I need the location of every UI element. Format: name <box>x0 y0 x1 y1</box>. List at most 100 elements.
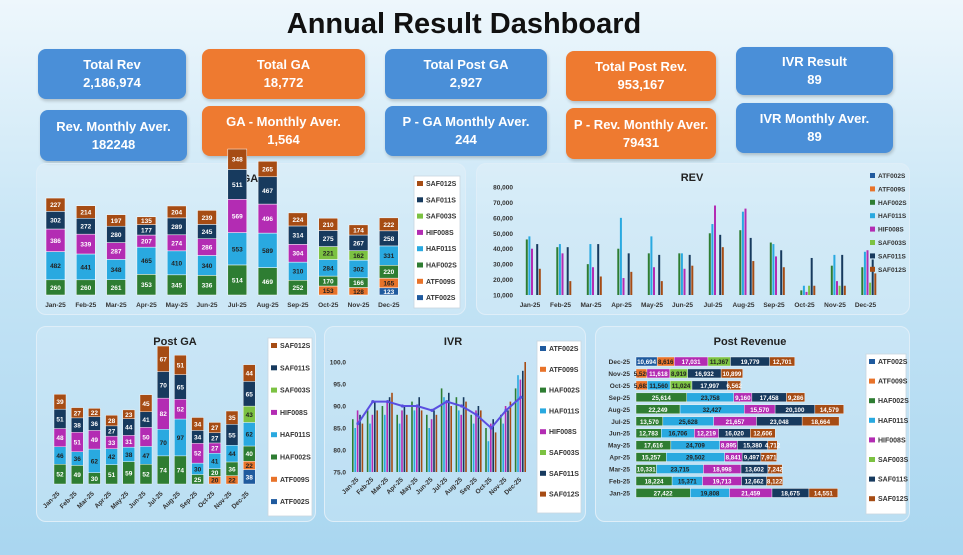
ivr-bar <box>388 397 391 472</box>
post-revenue-data-label: 22,249 <box>649 407 668 414</box>
post-ga-legend-entry: SAF011S <box>280 365 310 372</box>
post-ga-legend-swatch <box>271 343 277 348</box>
ivr-bar <box>485 428 487 472</box>
rev-bar <box>556 247 559 295</box>
ga-data-label: 280 <box>111 232 122 239</box>
post-revenue-y-tick: Dec-25 <box>609 359 631 366</box>
kpi-label: P - GA Monthly Aver. <box>402 114 530 129</box>
ivr-bar <box>356 410 359 472</box>
post-revenue-data-label: 21,657 <box>726 419 745 426</box>
rev-y-tick: 30,000 <box>493 262 513 269</box>
post-ga-data-label: 27 <box>108 428 116 435</box>
post-ga-data-label: 52 <box>142 472 150 479</box>
ivr-bar <box>433 410 435 472</box>
ga-data-label: 166 <box>353 280 364 287</box>
ga-x-tick: Jun-25 <box>197 302 218 309</box>
rev-bar <box>586 264 589 295</box>
ivr-bar <box>494 432 497 472</box>
ivr-bar <box>381 406 384 472</box>
post-ga-x-tick: Feb-25 <box>59 490 79 510</box>
kpi-value: 953,167 <box>617 77 665 92</box>
post-ga-data-label: 36 <box>91 421 99 428</box>
post-revenue-y-tick: Mar-25 <box>609 467 630 474</box>
post-ga-data-label: 67 <box>160 356 168 363</box>
post-revenue-data-label: 12,662 <box>745 479 764 486</box>
kpi-value: 244 <box>455 132 477 147</box>
rev-bar <box>780 250 783 295</box>
ga-data-label: 289 <box>171 224 182 231</box>
ga-bar-segment <box>76 205 96 219</box>
post-ga-data-label: 30 <box>91 476 99 483</box>
ivr-legend-entry: SAF012S <box>549 492 580 499</box>
rev-bar <box>775 256 777 295</box>
post-ga-bar-segment <box>70 407 84 419</box>
rev-bar <box>714 205 716 295</box>
post-ga-data-label: 20 <box>211 470 219 477</box>
ivr-bar <box>369 423 371 472</box>
ga-legend-swatch <box>417 197 423 203</box>
post-ga-legend-entry: SAF003S <box>280 388 311 395</box>
rev-legend-swatch <box>870 173 875 178</box>
rev-bar <box>569 281 572 295</box>
rev-legend-swatch <box>870 226 875 232</box>
ivr-y-tick: 80.0 <box>333 448 346 455</box>
rev-bar <box>741 211 744 295</box>
ivr-bar <box>352 419 354 472</box>
rev-bar <box>871 259 874 295</box>
page-title: Annual Result Dashboard <box>286 8 642 40</box>
post-ga-data-label: 55 <box>228 432 236 439</box>
ivr-y-tick: 75.0 <box>333 470 346 477</box>
ga-data-label: 197 <box>111 218 122 225</box>
post-ga-data-label: 44 <box>246 371 254 378</box>
post-revenue-data-label: 11,560 <box>649 383 668 390</box>
post-revenue-bar-segment <box>720 368 743 379</box>
ga-data-label: 441 <box>80 264 91 271</box>
rev-bar <box>528 236 531 295</box>
post-ga-data-label: 40 <box>246 451 254 458</box>
post-ga-data-label: 42 <box>108 454 116 461</box>
post-revenue-y-tick: Nov-25 <box>608 371 630 378</box>
post-ga-data-label: 82 <box>160 411 168 418</box>
ivr-legend-swatch <box>540 387 546 393</box>
rev-bar <box>617 248 620 295</box>
post-ga-data-label: 45 <box>142 401 150 408</box>
rev-bar <box>769 242 772 295</box>
post-ga-data-label: 28 <box>108 418 116 425</box>
post-revenue-data-label: 11,367 <box>710 359 729 366</box>
post-revenue-legend-swatch <box>869 457 875 462</box>
ga-legend-swatch <box>417 213 423 219</box>
post-revenue-bar-segment <box>801 416 840 426</box>
rev-legend-entry: SAF003S <box>878 240 907 247</box>
ga-legend-entry: ATF002S <box>426 295 456 302</box>
post-revenue-y-tick: Jul-25 <box>611 419 630 426</box>
ivr-bar <box>445 401 448 472</box>
ga-x-tick: Sep-25 <box>287 302 309 309</box>
ivr-y-tick: 95.0 <box>333 382 346 389</box>
post-ga-data-label: 36 <box>74 456 82 463</box>
rev-bar <box>711 224 714 295</box>
post-ga-data-label: 25 <box>194 477 202 484</box>
post-revenue-data-label: 21,459 <box>741 490 760 497</box>
ga-data-label: 345 <box>171 282 182 289</box>
rev-bar <box>627 253 630 295</box>
ivr-legend-entry: SAF011S <box>549 471 579 478</box>
post-ga-x-tick: May-25 <box>110 490 131 511</box>
post-revenue-bar-segment <box>814 404 844 414</box>
post-ga-data-label: 41 <box>142 417 150 424</box>
rev-bar <box>589 244 592 295</box>
ga-x-tick: May-25 <box>166 302 188 309</box>
kpi-post-ga-monthly: P - GA Monthly Aver. 244 <box>385 106 547 156</box>
post-revenue-data-label: 6,562 <box>726 383 742 390</box>
post-revenue-bar-segment <box>750 428 776 438</box>
ivr-bar <box>416 406 418 472</box>
post-revenue-data-label: 23,048 <box>770 419 789 426</box>
rev-bar <box>558 244 561 295</box>
ga-bar-segment <box>348 224 369 236</box>
kpi-value: 18,772 <box>263 75 304 90</box>
ivr-average-line <box>357 396 522 430</box>
post-ga-data-label: 62 <box>246 432 254 439</box>
rev-bar <box>749 237 752 295</box>
ga-data-label: 135 <box>141 218 152 225</box>
ga-legend-swatch <box>417 278 423 284</box>
